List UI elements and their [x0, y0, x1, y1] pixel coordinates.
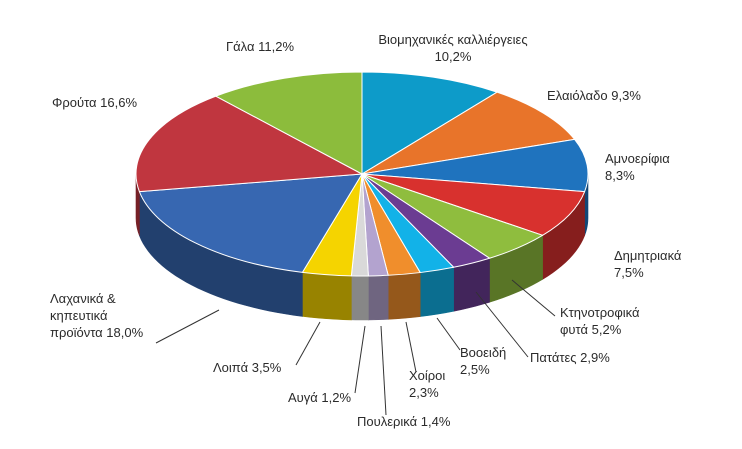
slice-label-line: 10,2%: [435, 49, 472, 64]
leader-line-λοιπά: [295, 321, 321, 366]
slice-label-πουλερικά: Πουλερικά 1,4%: [357, 414, 451, 429]
slice-αμνοερίφια: [361, 138, 589, 193]
slice-label-δημητριακά: Δημητριακά 7,5%: [614, 248, 682, 280]
slice-label-line: Αμνοερίφια: [605, 151, 670, 166]
leader-line-κτηνοτροφικά-φυτά: [511, 279, 556, 317]
slice-βιομηχανικές-καλλιέργειες: [361, 71, 498, 175]
slice-δημητριακά: [361, 173, 586, 236]
slice-side-πουλερικά: [368, 274, 389, 321]
slice-label-line: 2,5%: [460, 362, 490, 377]
slice-label-line: Πατάτες 2,9%: [530, 350, 610, 365]
leader-line-βοοειδή: [436, 317, 461, 351]
slice-label-line: Δημητριακά: [614, 248, 682, 263]
slice-label-line: προϊόντα 18,0%: [50, 325, 144, 340]
slice-label-λοιπά: Λοιπά 3,5%: [213, 360, 282, 375]
slice-label-ελαιόλαδο: Ελαιόλαδο 9,3%: [547, 88, 641, 103]
slice-label-βοοειδή: Βοοειδή 2,5%: [460, 345, 506, 377]
leader-line-πατάτες: [475, 291, 529, 358]
slice-label-line: Πουλερικά 1,4%: [357, 414, 451, 429]
slice-label-line: Ελαιόλαδο 9,3%: [547, 88, 641, 103]
slice-label-line: Βιομηχανικές καλλιέργειες: [378, 32, 527, 47]
slice-label-λαχανικά-κηπευτικά-προϊόντα: Λαχανικά & κηπευτικά προϊόντα 18,0%: [50, 291, 144, 340]
slice-labels: Βιομηχανικές καλλιέργειες 10,2% Ελαιόλαδο …: [50, 32, 682, 429]
leader-line-λαχανικά-κηπευτικά-προϊόντα: [155, 309, 220, 344]
slice-label-line: Βοοειδή: [460, 345, 506, 360]
slice-label-πατάτες: Πατάτες 2,9%: [530, 350, 610, 365]
slice-side-αυγά: [351, 275, 369, 321]
slice-label-αυγά: Αυγά 1,2%: [288, 390, 351, 405]
slice-label-line: φυτά 5,2%: [560, 322, 622, 337]
leader-line-χοίροι: [405, 321, 417, 373]
slice-label-line: 7,5%: [614, 265, 644, 280]
slice-label-line: Λαχανικά &: [50, 291, 116, 306]
leader-lines: [155, 279, 556, 416]
leader-line-πουλερικά: [380, 325, 387, 416]
slice-label-αμνοερίφια: Αμνοερίφια 8,3%: [605, 151, 670, 183]
slice-label-line: Φρούτα 16,6%: [52, 95, 137, 110]
slice-side-βοοειδή: [419, 266, 454, 317]
slice-label-line: Γάλα 11,2%: [226, 39, 294, 54]
slice-side-χοίροι: [387, 272, 421, 320]
slice-label-χοίροι: Χοίροι 2,3%: [409, 368, 445, 400]
leader-line-αυγά: [354, 325, 366, 394]
slice-label-γάλα: Γάλα 11,2%: [226, 39, 294, 54]
slice-φρούτα: [135, 95, 363, 193]
slice-label-line: 2,3%: [409, 385, 439, 400]
slice-γάλα: [215, 71, 363, 175]
pie-slices: [135, 71, 589, 277]
slice-label-line: Λοιπά 3,5%: [213, 360, 282, 375]
slice-label-κτηνοτροφικά-φυτά: Κτηνοτροφικά φυτά 5,2%: [560, 305, 640, 337]
slice-label-line: Κτηνοτροφικά: [560, 305, 640, 320]
slice-label-line: 8,3%: [605, 168, 635, 183]
slice-label-line: κηπευτικά: [50, 308, 108, 323]
slice-side-λοιπά: [302, 272, 352, 321]
slice-label-βιομηχανικές-καλλιέργειες: Βιομηχανικές καλλιέργειες 10,2%: [378, 32, 527, 64]
slice-label-φρούτα: Φρούτα 16,6%: [52, 95, 137, 110]
slice-λαχανικά-κηπευτικά-προϊόντα: [138, 173, 363, 273]
slice-label-line: Χοίροι: [409, 368, 445, 383]
slice-ελαιόλαδο: [361, 91, 576, 175]
slice-label-line: Αυγά 1,2%: [288, 390, 351, 405]
